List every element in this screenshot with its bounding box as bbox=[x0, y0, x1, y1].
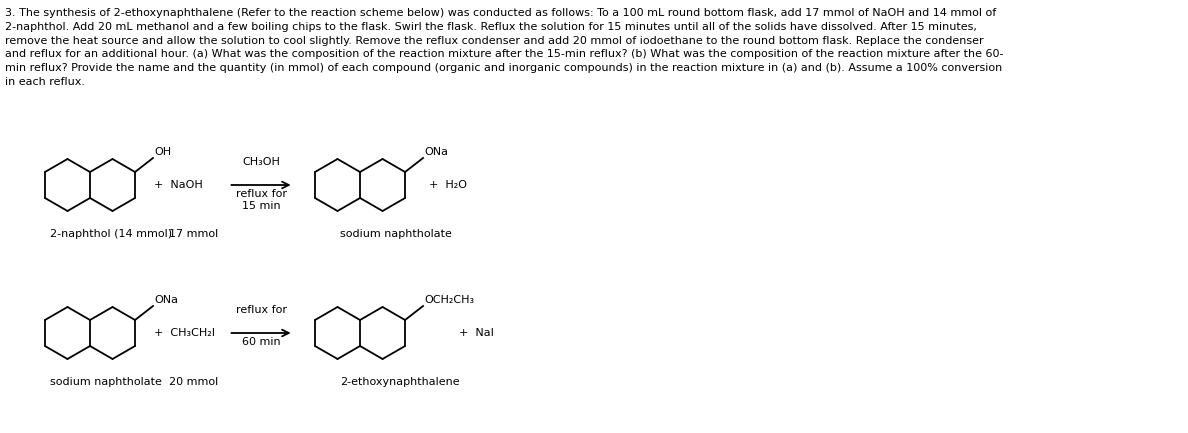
Text: 20 mmol: 20 mmol bbox=[169, 377, 217, 387]
Text: sodium naphtholate: sodium naphtholate bbox=[50, 377, 162, 387]
Text: min reflux? Provide the name and the quantity (in mmol) of each compound (organi: min reflux? Provide the name and the qua… bbox=[5, 63, 1003, 73]
Text: 3. The synthesis of 2-ethoxynaphthalene (Refer to the reaction scheme below) was: 3. The synthesis of 2-ethoxynaphthalene … bbox=[5, 8, 997, 18]
Text: 17 mmol: 17 mmol bbox=[169, 229, 217, 239]
Text: 60 min: 60 min bbox=[241, 337, 280, 347]
Text: OCH₂CH₃: OCH₂CH₃ bbox=[424, 295, 474, 305]
Text: ONa: ONa bbox=[154, 295, 178, 305]
Text: +  NaI: + NaI bbox=[459, 328, 493, 338]
Text: in each reflux.: in each reflux. bbox=[5, 77, 86, 87]
Text: remove the heat source and allow the solution to cool slightly. Remove the reflu: remove the heat source and allow the sol… bbox=[5, 36, 984, 45]
Text: ONa: ONa bbox=[424, 147, 448, 157]
Text: +  NaOH: + NaOH bbox=[153, 180, 202, 190]
Text: and reflux for an additional hour. (a) What was the composition of the reaction : and reflux for an additional hour. (a) W… bbox=[5, 49, 1004, 59]
Text: +  CH₃CH₂I: + CH₃CH₂I bbox=[153, 328, 215, 338]
Text: sodium naphtholate: sodium naphtholate bbox=[340, 229, 451, 239]
Text: reflux for: reflux for bbox=[235, 305, 286, 315]
Text: 15 min: 15 min bbox=[241, 201, 280, 211]
Text: 2-ethoxynaphthalene: 2-ethoxynaphthalene bbox=[340, 377, 460, 387]
Text: reflux for: reflux for bbox=[235, 189, 286, 199]
Text: CH₃OH: CH₃OH bbox=[242, 157, 280, 167]
Text: +  H₂O: + H₂O bbox=[429, 180, 467, 190]
Text: 2-naphthol. Add 20 mL methanol and a few boiling chips to the flask. Swirl the f: 2-naphthol. Add 20 mL methanol and a few… bbox=[5, 22, 977, 32]
Text: 2-naphthol (14 mmol): 2-naphthol (14 mmol) bbox=[50, 229, 172, 239]
Text: OH: OH bbox=[154, 147, 171, 157]
